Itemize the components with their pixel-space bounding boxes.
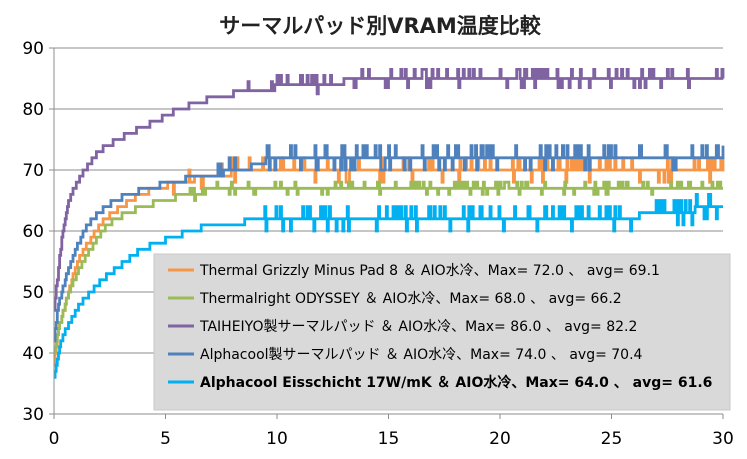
x-tick-label: 15 — [378, 429, 400, 449]
x-tick-label: 5 — [160, 429, 171, 449]
x-tick-label: 25 — [601, 429, 623, 449]
x-tick-label: 20 — [489, 429, 511, 449]
y-tick-label: 70 — [22, 161, 44, 181]
series-line-1 — [53, 156, 725, 367]
legend-label-3: TAIHEIYO製サーマルパッド ＆ AIO水冷、Max= 86.0 、 avg… — [199, 319, 637, 335]
legend-label-2: Thermalright ODYSSEY ＆ AIO水冷、Max= 68.0 、… — [199, 291, 622, 307]
series-line-4 — [53, 144, 725, 343]
series-layer — [53, 68, 725, 379]
series-line-5 — [53, 193, 723, 379]
legend-label-5: Alphacool Eisschicht 17W/mK ＆ AIO水冷、Max=… — [200, 374, 712, 391]
legend-box — [153, 253, 731, 411]
series-line-3 — [53, 68, 725, 312]
y-tick-label: 50 — [22, 283, 44, 303]
y-tick-label: 90 — [22, 39, 44, 59]
chart-title: サーマルパッド別VRAM温度比較 — [219, 14, 542, 38]
legend-label-4: Alphacool製サーマルパッド ＆ AIO水冷、Max= 74.0 、 av… — [200, 347, 643, 363]
axes — [49, 47, 724, 419]
x-tick-label: 30 — [712, 429, 734, 449]
series-line-2 — [53, 180, 723, 355]
tick-labels: 30 40 50 60 70 80 90 0 5 10 15 20 25 30 — [22, 39, 733, 449]
y-tick-label: 60 — [22, 222, 44, 242]
x-tick-label: 10 — [266, 429, 288, 449]
y-tick-label: 40 — [22, 344, 44, 364]
y-tick-label: 80 — [22, 100, 44, 120]
legend-label-1: Thermal Grizzly Minus Pad 8 ＆ AIO水冷、Max=… — [199, 263, 660, 279]
legend: Thermal Grizzly Minus Pad 8 ＆ AIO水冷、Max=… — [153, 253, 731, 411]
x-tick-label: 0 — [49, 429, 60, 449]
y-tick-label: 30 — [22, 405, 44, 425]
